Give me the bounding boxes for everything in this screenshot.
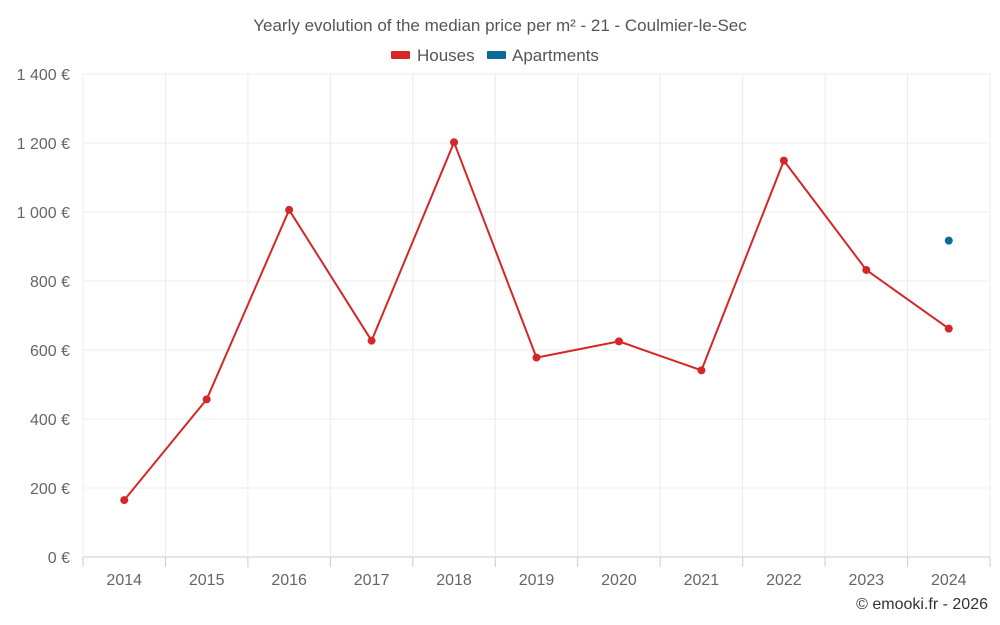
data-point-houses-2021[interactable]	[697, 366, 706, 375]
data-point-houses-2014[interactable]	[120, 496, 129, 505]
x-tick-label: 2019	[519, 572, 555, 589]
legend-swatch-apartments	[487, 51, 506, 59]
y-tick-label: 600 €	[30, 343, 70, 360]
y-axis-ticks: 0 € 200 € 400 € 600 € 800 € 1 000 € 1 200 € 1 4…	[17, 67, 70, 567]
data-point-houses-2019[interactable]	[532, 353, 541, 362]
legend-item-apartments[interactable]: Apartments	[487, 46, 599, 65]
chart-title: Yearly evolution of the median price per…	[253, 16, 747, 35]
y-tick-label: 400 €	[30, 412, 70, 429]
credit: © emooki.fr - 2026	[856, 596, 988, 613]
x-tick-label: 2015	[189, 572, 225, 589]
data-point-houses-2023[interactable]	[862, 265, 871, 274]
data-point-apartments-2024[interactable]	[944, 236, 953, 245]
data-point-houses-2024[interactable]	[944, 324, 953, 333]
data-point-houses-2015[interactable]	[202, 395, 211, 404]
data-point-houses-2018[interactable]	[450, 138, 459, 147]
x-tick-label: 2014	[106, 572, 142, 589]
x-tick-label: 2021	[684, 572, 720, 589]
y-tick-label: 0 €	[48, 550, 70, 567]
x-tick-label: 2020	[601, 572, 637, 589]
data-point-houses-2020[interactable]	[614, 337, 623, 346]
grid	[82, 73, 991, 558]
y-tick-label: 1 000 €	[17, 205, 70, 222]
legend-item-houses[interactable]: Houses	[391, 46, 475, 65]
x-tick-label: 2016	[271, 572, 307, 589]
y-tick-label: 1 200 €	[17, 136, 70, 153]
y-tick-label: 200 €	[30, 481, 70, 498]
legend-swatch-houses	[391, 51, 410, 59]
x-tick-label: 2017	[354, 572, 390, 589]
data-point-houses-2016[interactable]	[285, 205, 294, 214]
legend: Houses Apartments	[391, 46, 599, 65]
data-point-houses-2017[interactable]	[367, 336, 376, 345]
x-tick-label: 2024	[931, 572, 967, 589]
x-tick-label: 2018	[436, 572, 472, 589]
y-tick-label: 1 400 €	[17, 67, 70, 84]
legend-label-houses: Houses	[417, 46, 475, 65]
data-point-houses-2022[interactable]	[779, 156, 788, 165]
legend-label-apartments: Apartments	[512, 46, 599, 65]
x-axis-ticks: 2014 2015 2016 2017 2018 2019 2020 2021 2022 2023…	[82, 557, 991, 589]
y-tick-label: 800 €	[30, 274, 70, 291]
x-tick-label: 2022	[766, 572, 802, 589]
x-tick-label: 2023	[849, 572, 885, 589]
series	[120, 138, 953, 505]
